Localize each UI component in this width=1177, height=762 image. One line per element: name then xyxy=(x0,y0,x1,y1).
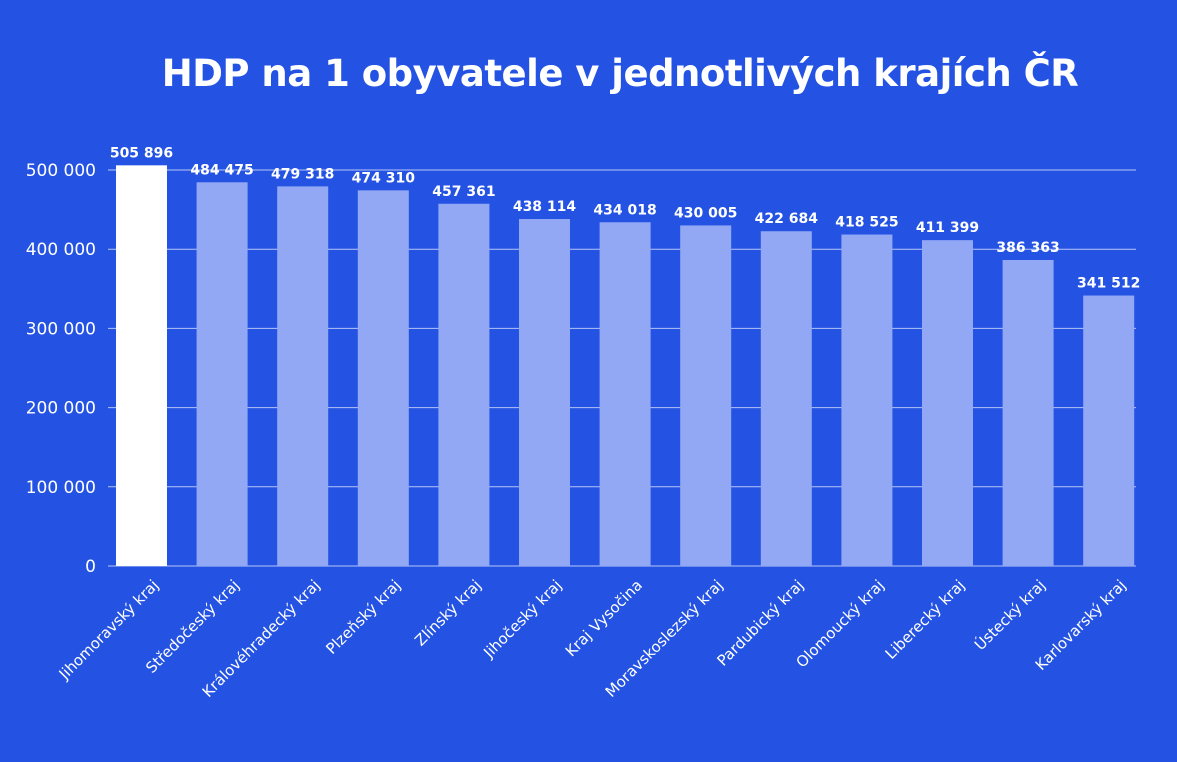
bar xyxy=(599,222,651,566)
data-label: 418 525 xyxy=(835,215,898,231)
data-label: 484 475 xyxy=(190,162,253,178)
data-label: 474 310 xyxy=(352,170,416,186)
bars xyxy=(116,165,1135,567)
data-label: 457 361 xyxy=(432,184,495,200)
bar xyxy=(519,219,570,566)
y-tick-label: 100 000 xyxy=(26,478,96,498)
data-label: 438 114 xyxy=(513,199,577,215)
data-label: 434 018 xyxy=(593,202,656,218)
y-tick-label: 500 000 xyxy=(26,161,96,181)
bar xyxy=(438,203,490,566)
x-tick-label: Zlínský kraj xyxy=(411,576,485,650)
y-tick-label: 400 000 xyxy=(26,240,96,260)
data-label: 422 684 xyxy=(755,211,819,227)
bar xyxy=(680,225,732,566)
x-tick-label: Olomoucký kraj xyxy=(792,576,887,671)
bar xyxy=(1002,260,1054,566)
x-tick-label: Plzeňský kraj xyxy=(322,576,404,658)
y-tick-label: 0 xyxy=(85,557,96,577)
data-label: 411 399 xyxy=(916,220,979,236)
bar xyxy=(116,165,167,566)
x-tick-label: Kraj Vysočina xyxy=(562,576,646,660)
chart-title: HDP na 1 obyvatele v jednotlivých krajíc… xyxy=(161,52,1079,95)
x-tick-label: Ústecký kraj xyxy=(970,575,1049,654)
bar xyxy=(922,240,973,566)
data-label: 341 512 xyxy=(1077,276,1140,292)
bar xyxy=(357,190,409,566)
bar xyxy=(1083,295,1135,566)
y-tick-label: 200 000 xyxy=(26,399,96,419)
x-tick-label: Jihočeský kraj xyxy=(479,576,565,662)
bar xyxy=(196,182,248,566)
bar xyxy=(841,234,893,566)
y-axis: 0 100 000 200 000 300 000 400 000 500 000 xyxy=(26,161,96,577)
data-labels: 505 896 484 475 479 318 474 310 457 361 438 1… xyxy=(110,145,1141,291)
data-label: 386 363 xyxy=(996,240,1059,256)
y-tick-label: 300 000 xyxy=(26,319,96,339)
data-label: 430 005 xyxy=(674,205,737,221)
x-tick-label: Pardubický kraj xyxy=(713,576,807,670)
bar xyxy=(277,186,329,567)
data-label: 479 318 xyxy=(271,166,334,182)
data-label: 505 896 xyxy=(110,145,173,161)
bar xyxy=(760,231,812,567)
x-tick-label: Liberecký kraj xyxy=(882,576,969,663)
